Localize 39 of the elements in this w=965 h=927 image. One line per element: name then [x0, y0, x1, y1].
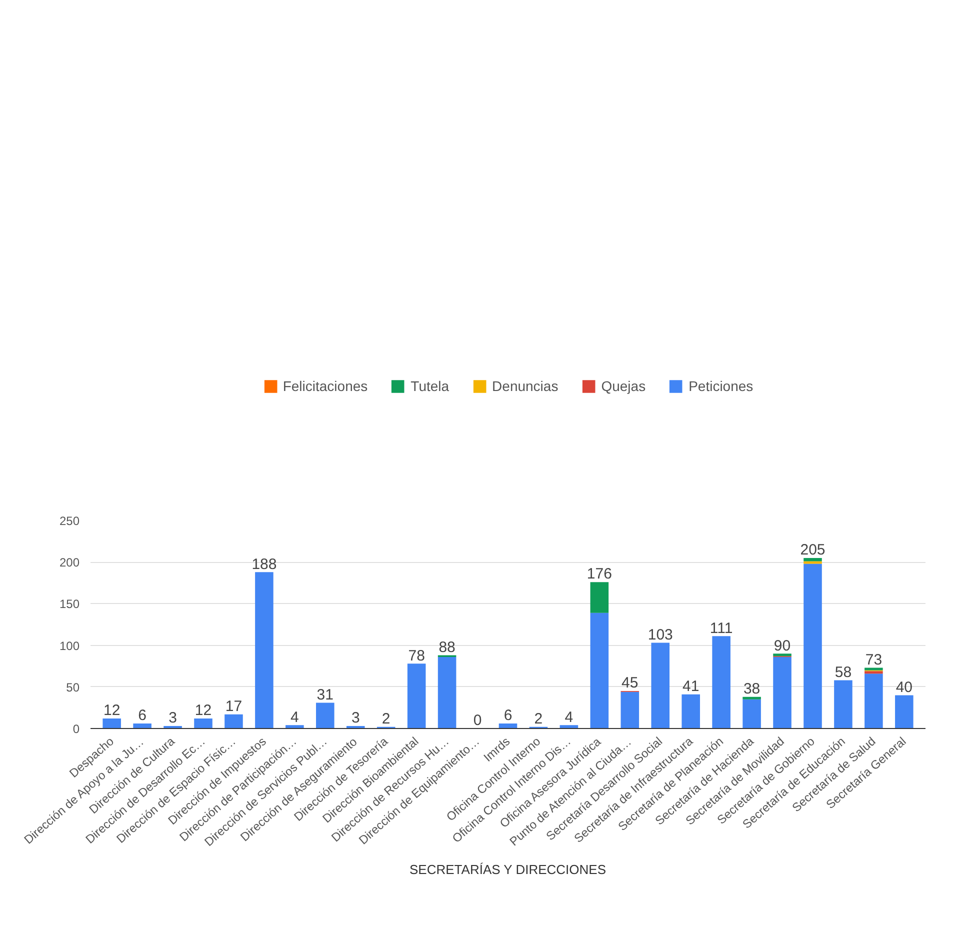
- total-label: 6: [138, 707, 146, 724]
- total-label: 176: [586, 566, 612, 583]
- total-label: 205: [800, 542, 826, 559]
- total-label: 3: [351, 710, 360, 727]
- legend-label: Quejas: [601, 378, 646, 394]
- total-label: 0: [473, 712, 482, 730]
- total-label: 31: [316, 686, 334, 704]
- total-label: 4: [564, 708, 574, 726]
- total-label: 111: [710, 620, 733, 637]
- total-label: 90: [774, 637, 791, 654]
- total-label: 58: [834, 664, 852, 681]
- legend-label: Tutela: [410, 378, 450, 394]
- total-label: 78: [408, 647, 425, 664]
- total-label: 3: [168, 710, 177, 727]
- total-label: 17: [225, 698, 242, 716]
- legend-label: Peticiones: [688, 378, 754, 394]
- y-tick-label: 50: [66, 680, 80, 694]
- total-label: 12: [103, 702, 120, 720]
- total-label: 40: [896, 678, 913, 696]
- total-label: 2: [534, 710, 543, 728]
- total-label: 12: [194, 702, 212, 720]
- x-axis-title: SECRETARÍAS Y DIRECCIONES: [410, 862, 606, 878]
- total-label: 4: [290, 708, 299, 726]
- total-label: 6: [504, 707, 512, 724]
- total-label: 73: [865, 651, 882, 668]
- total-label: 38: [743, 680, 760, 698]
- total-label: 188: [252, 556, 277, 573]
- y-tick-label: 100: [59, 638, 80, 653]
- y-tick-label: 250: [59, 514, 80, 528]
- total-label: 88: [438, 638, 456, 656]
- y-tick-label: 150: [59, 597, 80, 612]
- total-label: 41: [682, 678, 700, 696]
- legend-label: Felicitaciones: [282, 378, 368, 394]
- total-label: 45: [622, 674, 638, 692]
- y-tick-label: 0: [72, 722, 80, 736]
- y-tick-label: 200: [59, 556, 80, 570]
- total-label: 103: [648, 626, 673, 644]
- total-label: 2: [382, 710, 390, 728]
- legend-label: Denuncias: [492, 378, 558, 394]
